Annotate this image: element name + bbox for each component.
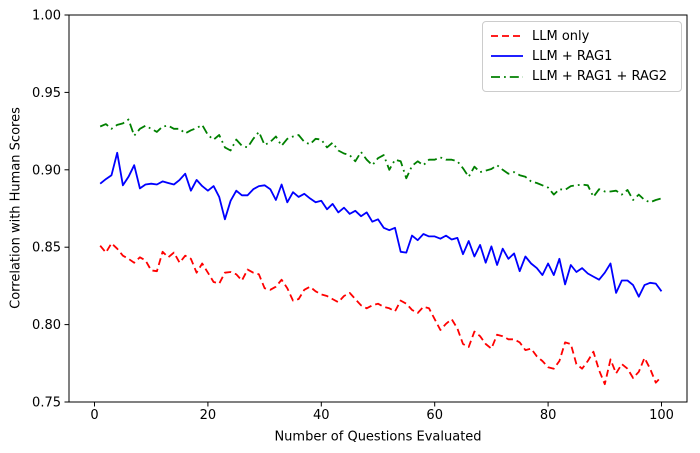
series-llm-only: [99, 242, 663, 386]
legend-item: LLM + RAG1 + RAG2: [491, 67, 673, 87]
legend-line-sample: [491, 55, 523, 58]
series-llm-rag1-rag2: [99, 118, 662, 204]
x-tick-label: 0: [90, 408, 98, 423]
x-tick-label: 80: [540, 408, 557, 423]
y-tick-label: 0.85: [32, 241, 61, 256]
legend-item: LLM only: [491, 26, 673, 46]
y-tick-label: 0.90: [32, 163, 61, 178]
x-tick-label: 20: [200, 408, 217, 423]
x-axis: 0 20 40 60 80 100: [90, 402, 674, 423]
legend-item: LLM + RAG1: [491, 46, 673, 66]
x-tick-label: 100: [649, 408, 674, 423]
y-axis: 0.75 0.80 0.85 0.90 0.95 1.00: [32, 9, 69, 411]
series-llm-rag1: [99, 151, 663, 298]
y-tick-label: 0.80: [32, 318, 61, 333]
legend-label: LLM + RAG1: [532, 48, 613, 64]
x-axis-label: Number of Questions Evaluated: [274, 429, 482, 445]
x-tick-label: 40: [313, 408, 330, 423]
legend: LLM only LLM + RAG1 LLM + RAG1 + RAG2: [482, 21, 682, 92]
y-tick-label: 0.75: [32, 396, 61, 411]
plot-border: [68, 14, 688, 403]
y-tick-label: 0.95: [32, 86, 61, 101]
legend-label: LLM + RAG1 + RAG2: [532, 69, 668, 85]
legend-label: LLM only: [532, 28, 590, 44]
x-tick-label: 60: [426, 408, 443, 423]
legend-line-sample: [491, 75, 523, 78]
y-axis-label: Correlation with Human Scores: [8, 107, 24, 309]
legend-line-sample: [491, 35, 523, 38]
y-tick-label: 1.00: [32, 9, 61, 24]
